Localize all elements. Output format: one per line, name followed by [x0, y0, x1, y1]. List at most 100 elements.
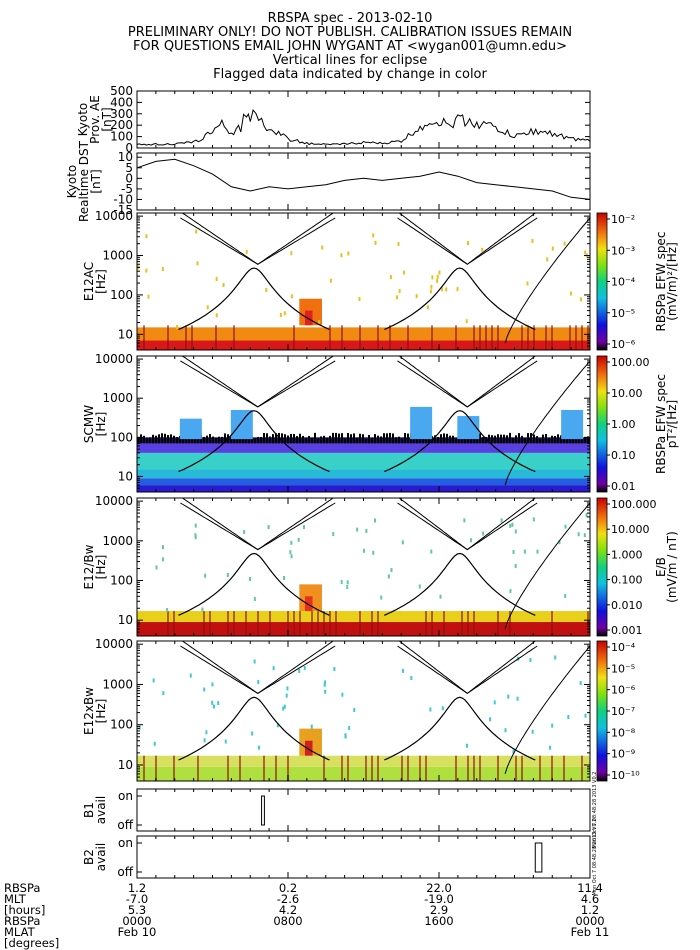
spectral-stripe: [485, 325, 487, 350]
spectral-speck: [290, 540, 293, 545]
colorbar-label: RBSPa EFW spec: [654, 374, 668, 474]
spectral-noise: [176, 437, 178, 444]
spectral-band: [137, 766, 590, 781]
y-axis-label: [nT]: [100, 107, 114, 131]
spectral-speck: [212, 704, 215, 709]
spectral-stripe: [425, 755, 427, 781]
spectral-speck: [551, 246, 554, 251]
spectral-speck: [445, 287, 448, 292]
gyrofrequency-curve: [504, 217, 590, 344]
colorbar-tick-label: 10⁻⁶: [611, 338, 636, 351]
spectral-speck: [512, 549, 515, 554]
spectral-noise: [287, 435, 289, 444]
spectral-speck: [577, 532, 580, 537]
colorbar: [596, 497, 608, 637]
spectral-speck: [310, 724, 313, 729]
y-tick-label: 10000: [95, 209, 133, 223]
spectral-stripe: [245, 611, 247, 636]
spectral-noise: [491, 435, 493, 444]
spectral-stripe: [431, 611, 433, 636]
spectral-noise: [440, 434, 442, 444]
spectral-noise: [167, 435, 169, 444]
spectral-noise: [170, 434, 172, 444]
spectral-noise: [326, 438, 328, 444]
spectral-noise: [560, 435, 562, 444]
availability-interval: [261, 795, 265, 826]
spectral-stripe: [287, 611, 289, 636]
spectral-speck: [162, 545, 165, 550]
spectral-band: [137, 469, 590, 479]
colorbar-tick-label: 100.000: [611, 498, 657, 511]
spectral-speck: [504, 728, 507, 733]
y-axis-label: [Hz]: [94, 555, 108, 580]
header-line-5: Flagged data indicated by change in colo…: [213, 67, 487, 82]
spectral-speck: [429, 289, 432, 294]
spectral-noise: [551, 435, 553, 444]
spectral-noise: [365, 439, 367, 444]
spectral-noise: [401, 438, 403, 444]
spectral-speck: [138, 725, 141, 730]
y-axis-label: [Hz]: [94, 412, 108, 437]
y-tick-label: -5: [121, 182, 133, 196]
spectral-stripe: [407, 325, 409, 350]
spectral-noise: [254, 438, 256, 444]
spectral-noise: [338, 433, 340, 444]
spectral-speck: [401, 540, 404, 545]
bottom-column-value: 0000: [122, 914, 151, 928]
spectral-speck: [203, 687, 206, 692]
spectral-noise: [506, 435, 508, 444]
spectral-noise: [512, 437, 514, 444]
spectral-stripe: [227, 611, 229, 636]
y-tick-label: 200: [110, 118, 133, 132]
gyrofrequency-curve: [178, 267, 330, 331]
spectral-noise: [533, 434, 535, 444]
spectral-noise: [446, 433, 448, 444]
panel-e12xbw: 10000 1000 100 10 E12xBw[Hz] 10⁻⁴ 10⁻⁵ 10⁻⁶ 10⁻⁷…: [82, 637, 640, 782]
data-line-ae: [136, 109, 591, 146]
spectral-noise: [164, 433, 166, 444]
y-axis-label: [nT]: [89, 169, 103, 193]
spectral-speck: [283, 704, 286, 709]
spectral-speck: [563, 241, 566, 246]
spectral-speck: [286, 686, 289, 691]
spectral-stripe: [377, 325, 379, 350]
spectral-stripe: [239, 755, 241, 781]
spectral-speck: [523, 549, 526, 554]
spectral-noise: [425, 438, 427, 444]
bottom-column-value: 0800: [273, 914, 302, 928]
header-line-4: Vertical lines for eclipse: [273, 53, 428, 68]
spectral-stripe: [467, 755, 469, 781]
spectral-stripe: [491, 325, 493, 350]
spectral-speck: [341, 692, 344, 697]
y-axis-label: avail: [94, 843, 108, 871]
spectral-noise: [470, 438, 472, 444]
spectral-band: [137, 611, 590, 623]
spectral-speck: [194, 523, 197, 528]
spectral-noise: [485, 437, 487, 444]
spectral-noise: [224, 433, 226, 444]
y-tick-label: 1000: [102, 534, 133, 548]
wave-burst-core: [304, 596, 313, 612]
spectral-noise: [236, 436, 238, 444]
spectral-noise: [206, 435, 208, 444]
spectral-noise: [209, 434, 211, 444]
spectral-speck: [147, 294, 150, 299]
spectral-speck: [365, 528, 368, 533]
spectral-speck: [161, 267, 164, 272]
y-tick-label: 10: [118, 613, 133, 627]
spectral-noise: [185, 437, 187, 444]
spectral-speck: [298, 668, 301, 673]
spectral-stripe: [335, 611, 337, 636]
plot-area: [137, 213, 590, 350]
spectral-noise: [524, 438, 526, 444]
spectral-speck: [318, 320, 321, 325]
spectral-noise: [572, 436, 574, 444]
plot-frame: [136, 788, 591, 832]
y-axis-label: E12/Bw: [82, 544, 96, 589]
spectral-speck: [194, 533, 197, 538]
spectral-stripe: [287, 755, 289, 781]
bottom-row-label: RBSPa: [4, 881, 40, 895]
spectral-speck: [511, 522, 514, 527]
